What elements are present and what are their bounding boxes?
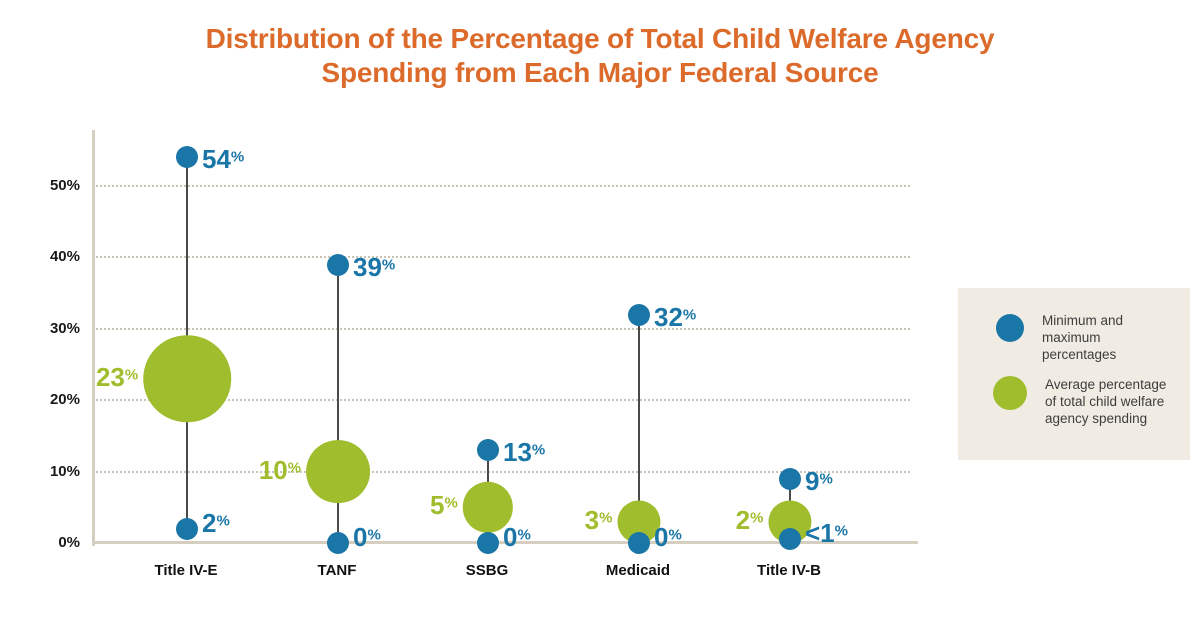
minimum-value-label-percent-sign: % [668,526,682,544]
legend-average-line-3: agency spending [1045,411,1148,426]
average-value-label-number: 23 [95,361,125,392]
legend-minmax-line-2: maximum percentages [1042,330,1117,362]
legend-average-line-1: Average percentage [1045,377,1167,392]
minimum-value-label-number: 2 [202,507,217,538]
maximum-value-label: 32% [654,304,696,330]
range-stem [337,264,339,543]
average-value-label: 23% [96,364,138,390]
y-axis-tick-label: 30% [49,319,80,337]
minimum-value-label-percent-sign: % [517,526,531,544]
minimum-value-label: 0% [654,524,682,550]
maximum-value-label-number: 39 [353,251,382,282]
title-line-1: Distribution of the Percentage of Total … [205,23,995,54]
average-value-label: 5% [430,492,458,518]
maximum-value-label-percent-sign: % [230,149,245,167]
blue-dot-icon [996,314,1024,342]
average-value-label-number: 10 [258,454,288,485]
average-value-label-percent-sign: % [444,494,458,512]
data-group: 54% 2% 23% [96,130,244,546]
legend-average-line-2: of total child welfare [1045,394,1165,409]
x-axis-category-label: Title IV-B [757,562,821,579]
minimum-dot[interactable] [477,532,499,554]
minimum-dot[interactable] [327,532,349,554]
minimum-dot[interactable] [628,532,650,554]
minimum-value-label-number: 0 [503,522,518,552]
average-value-label-percent-sign: % [599,509,613,527]
average-value-label-number: 3 [584,504,600,535]
average-value-label: 3% [585,507,613,533]
y-axis-line [92,130,95,546]
minimum-value-label-percent-sign: % [834,523,848,541]
maximum-dot[interactable] [628,303,650,326]
x-axis-category-label: Title IV-E [154,562,218,579]
maximum-value-label-percent-sign: % [381,256,396,274]
maximum-dot[interactable] [779,467,801,490]
data-group: 13% 0% 5% [430,130,545,554]
maximum-value-label-percent-sign: % [531,441,546,459]
maximum-value-label: 9% [805,468,833,494]
title-line-2: Spending from Each Major Federal Source [321,57,879,88]
legend-item-average-label: Average percentage of total child welfar… [1045,376,1166,427]
minimum-value-label: <1% [805,520,848,546]
range-stem [638,314,640,543]
maximum-value-label: 39% [353,254,395,280]
data-group: 32% 0% 3% [585,130,696,554]
maximum-value-label: 54% [202,146,244,172]
maximum-value-label-number: 9 [805,465,820,496]
minimum-value-label: 2% [202,510,230,536]
maximum-value-label-number: 32 [654,301,683,332]
average-bubble[interactable] [306,439,370,504]
maximum-dot[interactable] [327,253,349,276]
y-axis-tick-label: 0% [58,534,80,551]
minimum-value-label-percent-sign: % [367,526,381,544]
maximum-value-label-percent-sign: % [682,306,697,324]
chart-legend: Minimum and maximum percentages Average … [958,288,1190,460]
gridline [96,256,910,259]
minimum-value-label-number: 0 [353,522,368,552]
data-group: 39% 0% 10% [259,130,395,554]
gridline [96,327,910,330]
x-axis-line [92,541,918,544]
x-axis-category-label: SSBG [465,562,509,579]
average-bubble[interactable] [462,482,514,533]
page-title: Distribution of the Percentage of Total … [100,22,1100,90]
legend-item-minmax-label: Minimum and maximum percentages [1042,312,1172,363]
maximum-dot[interactable] [477,439,499,462]
maximum-value-label-percent-sign: % [819,470,833,488]
data-group: 9% <1% 2% [736,130,848,551]
x-axis-category-label: Medicaid [605,562,671,579]
minimum-value-label: 0% [503,524,531,550]
maximum-dot[interactable] [176,146,198,169]
average-value-label: 10% [259,457,301,483]
maximum-value-label: 13% [503,439,545,465]
x-axis-category-label: TANF [317,562,357,579]
maximum-value-label-number: 13 [503,437,532,468]
average-value-label-percent-sign: % [287,459,302,477]
y-axis-tick-label: 10% [49,462,80,480]
average-value-label-percent-sign: % [750,509,764,527]
y-axis-tick-label: 50% [49,177,80,194]
legend-minmax-line-1: Minimum and [1042,313,1124,328]
average-value-label-percent-sign: % [124,366,139,384]
y-axis-tick-label: 40% [49,248,80,266]
y-axis-tick-label: 20% [49,391,80,409]
legend-item-average: Average percentage of total child welfar… [958,376,1190,427]
minimum-dot[interactable] [176,517,198,540]
gridline [96,399,910,402]
average-bubble[interactable] [143,335,231,423]
minimum-dot[interactable] [779,528,801,551]
minimum-value-label-number: <1 [805,518,835,549]
legend-item-minmax: Minimum and maximum percentages [958,312,1190,363]
average-value-label-number: 5 [429,490,445,521]
minimum-value-label-number: 0 [654,522,669,552]
average-value-label: 2% [736,507,764,533]
maximum-value-label-number: 54 [202,144,231,175]
gridline [96,185,910,187]
gridline [96,470,910,473]
green-circle-icon [993,376,1027,410]
minimum-value-label: 0% [353,524,381,550]
minimum-value-label-percent-sign: % [216,512,230,530]
average-value-label-number: 2 [735,504,751,535]
